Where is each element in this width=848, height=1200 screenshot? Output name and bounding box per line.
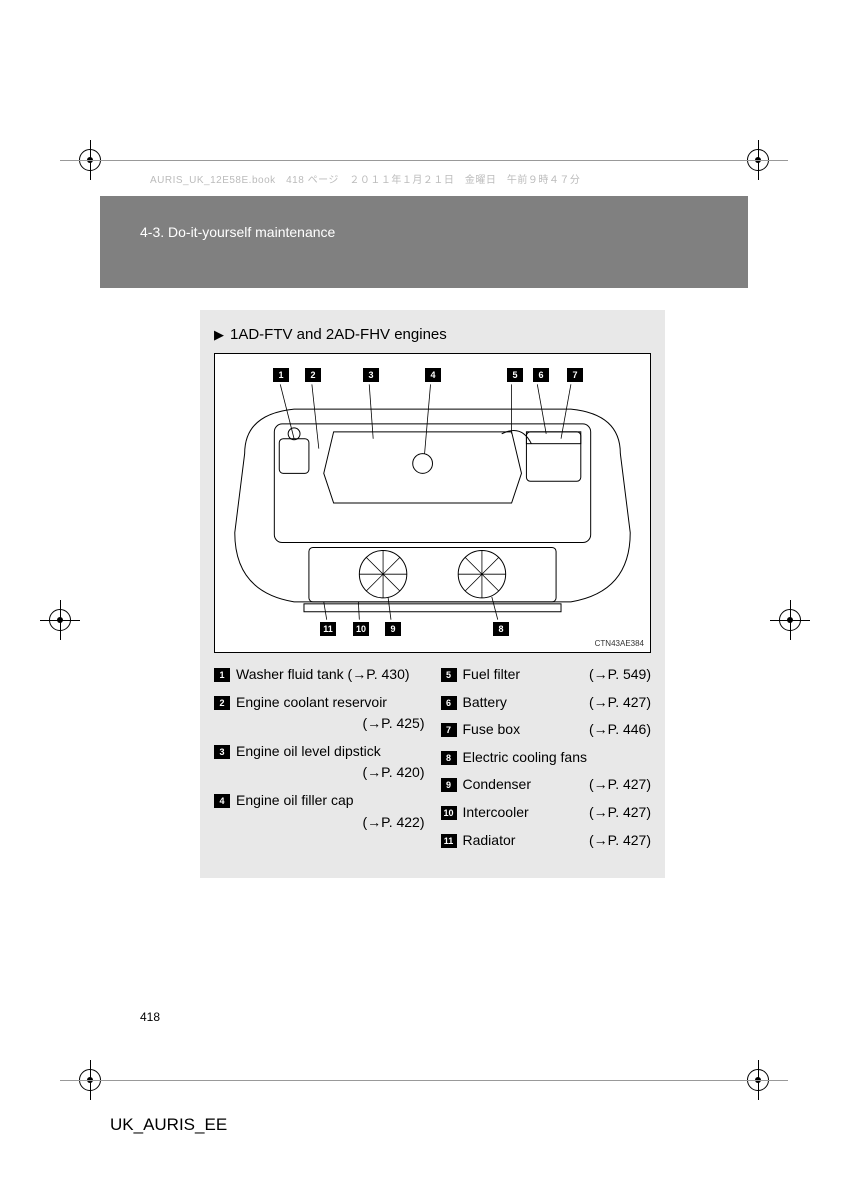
callout-8: 8 (493, 622, 509, 636)
footer-text: UK_AURIS_EE (110, 1115, 227, 1135)
legend-ref: (→P. 427) (589, 803, 651, 823)
legend-num: 6 (441, 696, 457, 710)
content-panel: ▶1AD-FTV and 2AD-FHV engines 1234567 (200, 310, 665, 878)
legend-name: Condenser (463, 775, 586, 795)
legend-name: Electric cooling fans (463, 748, 648, 768)
registration-mark (40, 600, 80, 640)
legend-item-6: 6 Battery(→P. 427) (441, 693, 652, 713)
legend-text: Engine oil level dipstick(→P. 420) (236, 742, 425, 783)
legend-item-5: 5 Fuel filter(→P. 549) (441, 665, 652, 685)
callout-3: 3 (363, 368, 379, 382)
callout-6: 6 (533, 368, 549, 382)
legend-num: 4 (214, 794, 230, 808)
callout-7: 7 (567, 368, 583, 382)
legend-ref: (→P. 427) (589, 693, 651, 713)
legend-item-4: 4 Engine oil filler cap(→P. 422) (214, 791, 425, 832)
legend-name: Fuse box (463, 720, 586, 740)
legend-right-col: 5Fuel filter(→P. 549)6Battery(→P. 427)7F… (433, 665, 652, 858)
legend-item-7: 7 Fuse box(→P. 446) (441, 720, 652, 740)
legend-item-11: 11 Radiator(→P. 427) (441, 831, 652, 851)
engine-diagram: 1 2 3 4 56 7 (214, 353, 651, 653)
legend-ref: (→P. 427) (589, 831, 651, 851)
legend-ref: (→P. 549) (589, 665, 651, 685)
legend-name: Radiator (463, 831, 586, 851)
legend-num: 10 (441, 806, 457, 820)
triangle-icon: ▶ (214, 327, 224, 342)
registration-mark (770, 600, 810, 640)
content-title-text: 1AD-FTV and 2AD-FHV engines (230, 326, 447, 343)
legend-text: Engine coolant reservoir(→P. 425) (236, 693, 425, 734)
section-header-text: 4-3. Do-it-yourself maintenance (140, 224, 335, 240)
legend-name: Intercooler (463, 803, 586, 823)
callout-4: 4 (425, 368, 441, 382)
callout-9: 9 (385, 622, 401, 636)
legend-item-1: 1 Washer fluid tank (→P. 430) (214, 665, 425, 685)
legend-num: 11 (441, 834, 457, 848)
jp-header-text: AURIS_UK_12E58E.book 418 ページ ２０１１年１月２１日 … (150, 171, 580, 186)
callout-2: 2 (305, 368, 321, 382)
legend-ref: (→P. 446) (589, 720, 651, 740)
legend-ref: (→P. 425) (236, 714, 425, 734)
legend-num: 9 (441, 778, 457, 792)
footer-rule (60, 1080, 788, 1081)
legend-num: 8 (441, 751, 457, 765)
legend-name: Battery (463, 693, 586, 713)
content-title: ▶ 1AD-FTV and 2AD-FHV engines (210, 326, 655, 343)
legend-ref: (→P. 427) (589, 775, 651, 795)
callout-5: 5 (507, 368, 523, 382)
legend-name: Fuel filter (463, 665, 586, 685)
legend-ref: (→P. 420) (236, 763, 425, 783)
engine-svg (215, 354, 650, 652)
legend-item-10: 10 Intercooler(→P. 427) (441, 803, 652, 823)
legend-ref: (→P. 422) (236, 813, 425, 833)
callout-10: 10 (353, 622, 369, 636)
header-rule (60, 160, 788, 161)
legend-num: 7 (441, 723, 457, 737)
callout-1: 1 (273, 368, 289, 382)
legend-num: 1 (214, 668, 230, 682)
legend-num: 2 (214, 696, 230, 710)
legend-text: Engine oil filler cap(→P. 422) (236, 791, 425, 832)
section-header: 4-3. Do-it-yourself maintenance (100, 196, 748, 288)
page-number: 418 (140, 1010, 160, 1024)
legend-num: 3 (214, 745, 230, 759)
legend-item-8: 8 Electric cooling fans (441, 748, 652, 768)
legend-item-3: 3 Engine oil level dipstick(→P. 420) (214, 742, 425, 783)
legend-left-col: 1 Washer fluid tank (→P. 430) 2 Engine cool… (214, 665, 433, 858)
legend-text: Washer fluid tank (→P. 430) (236, 665, 425, 685)
callout-11: 11 (320, 622, 336, 636)
legend-item-2: 2 Engine coolant reservoir(→P. 425) (214, 693, 425, 734)
legend-num: 5 (441, 668, 457, 682)
legend: 1 Washer fluid tank (→P. 430) 2 Engine cool… (210, 665, 655, 858)
legend-item-9: 9 Condenser(→P. 427) (441, 775, 652, 795)
diagram-code: CTN43AE384 (595, 639, 644, 648)
